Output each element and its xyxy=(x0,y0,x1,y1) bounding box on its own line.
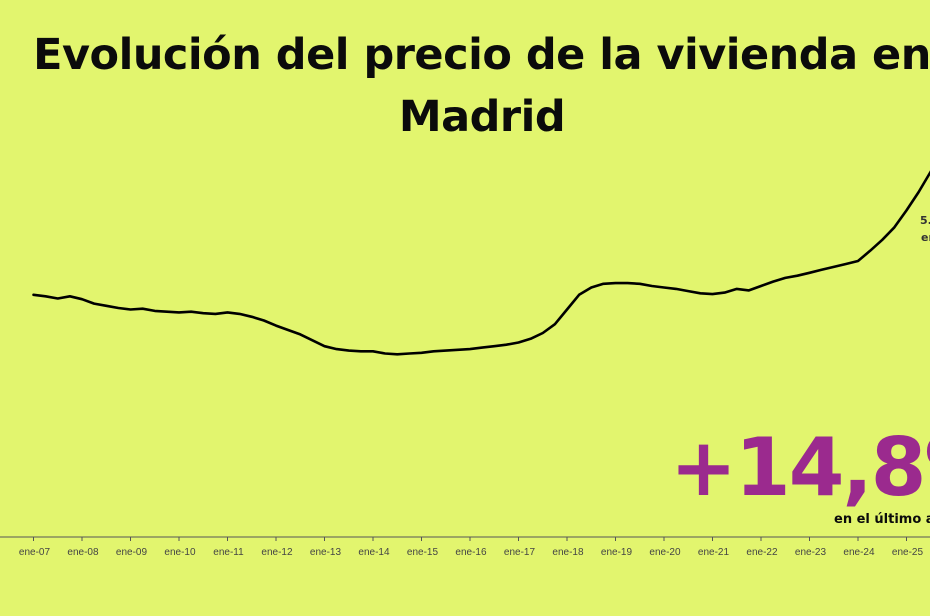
x-tick-label: ene-12 xyxy=(261,547,293,558)
peak-annotation-text: en xyxy=(921,231,930,244)
x-tick-label: ene-22 xyxy=(746,547,778,558)
x-tick-label: ene-15 xyxy=(407,547,439,558)
x-axis-ticks: 5ene-07ene-08ene-09ene-10ene-11ene-12ene… xyxy=(19,537,924,558)
x-tick-label: ene-18 xyxy=(552,547,584,558)
x-tick-label: ene-17 xyxy=(504,547,536,558)
x-tick-label: ene-08 xyxy=(67,547,99,558)
x-tick-label: ene-13 xyxy=(310,547,342,558)
x-tick-label: ene-10 xyxy=(164,547,196,558)
x-tick-label: ene-25 xyxy=(892,547,924,558)
peak-annotation-value: 5. xyxy=(920,214,930,227)
x-tick-label: ene-07 xyxy=(19,547,51,558)
x-tick-label: ene-19 xyxy=(601,547,633,558)
x-tick-label: ene-24 xyxy=(843,547,875,558)
x-tick-label: ene-23 xyxy=(795,547,827,558)
x-tick-label: ene-14 xyxy=(358,547,390,558)
headline-subtitle: en el último año xyxy=(834,512,930,527)
x-tick-label: ene-11 xyxy=(213,547,244,558)
x-tick-label: ene-09 xyxy=(116,547,148,558)
chart-title: Evolución del precio de la vivienda en M… xyxy=(33,30,930,142)
x-tick-label: ene-16 xyxy=(455,547,487,558)
price-series-line xyxy=(32,170,930,356)
x-tick-label: ene-20 xyxy=(649,547,681,558)
x-tick-label: ene-21 xyxy=(698,547,730,558)
headline-change: +14,8% xyxy=(670,421,930,514)
